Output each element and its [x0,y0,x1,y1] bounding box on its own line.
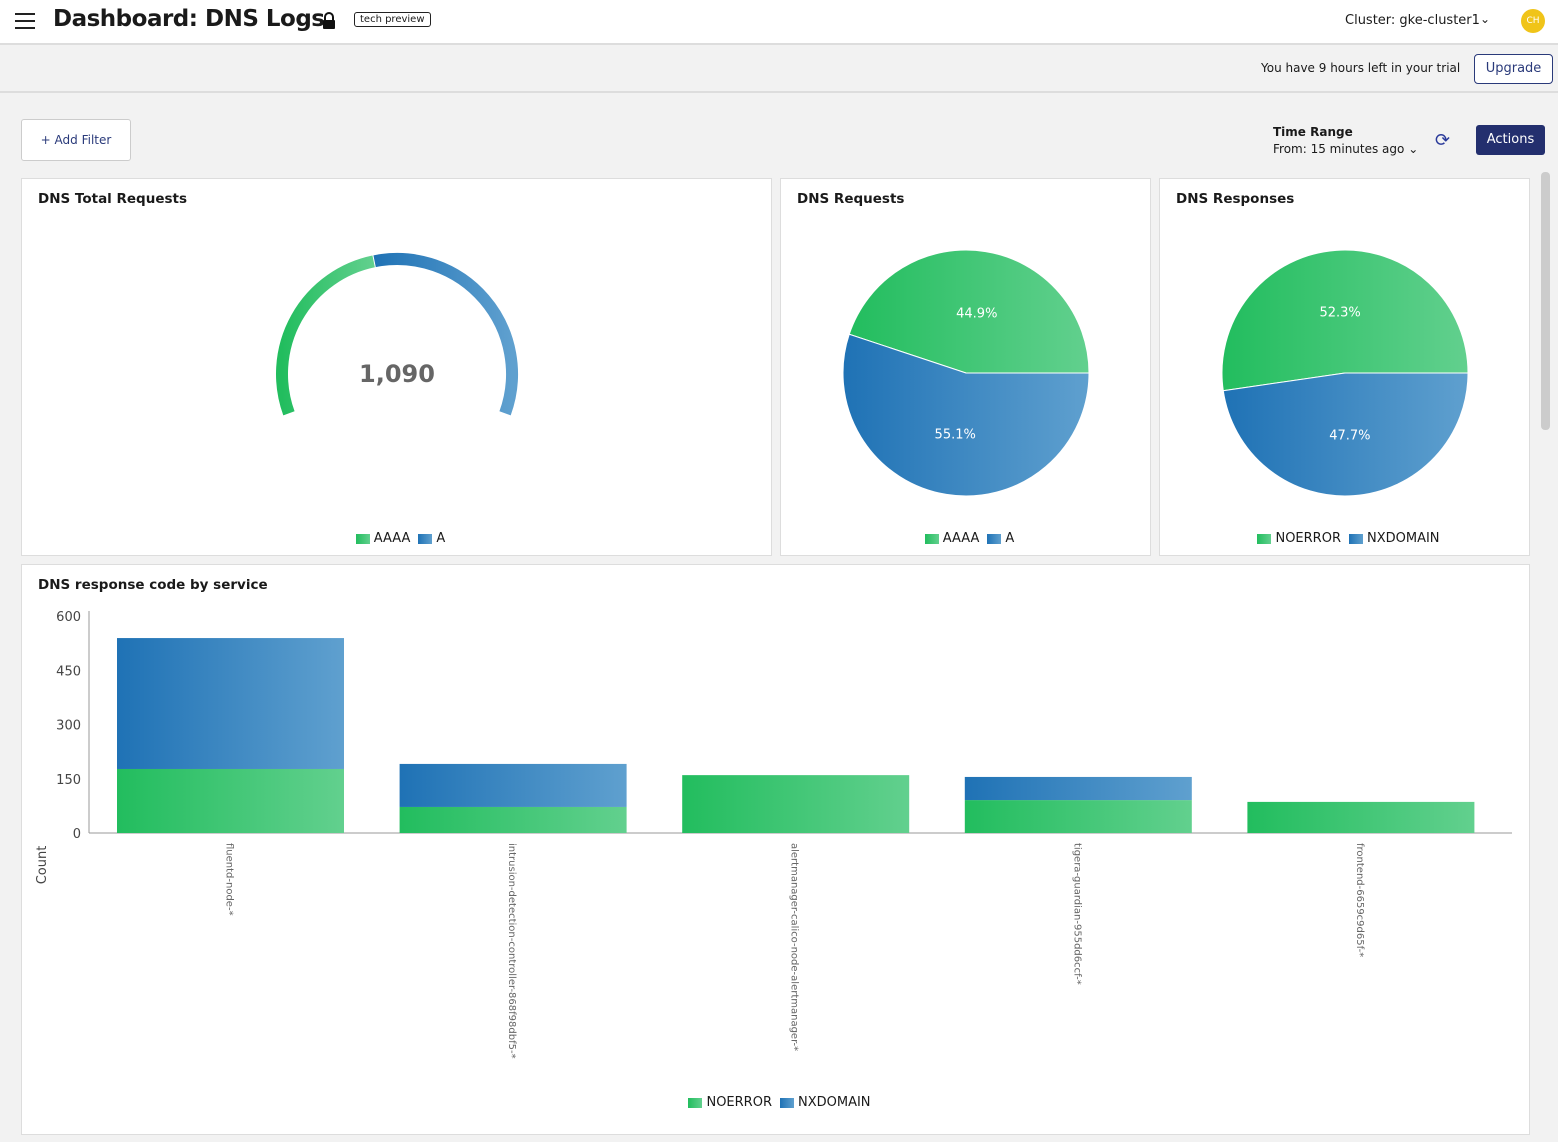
pie-slice [1221,249,1469,392]
y-tick-label: 300 [56,719,81,734]
legend: NOERROR NXDOMAIN [1160,531,1529,546]
x-tick-label: alertmanager-calico-node-alertmanager-* [789,843,800,1051]
legend-swatch-green [924,533,939,544]
trial-banner: You have 9 hours left in your trial Upgr… [0,45,1558,93]
pie-chart: 52.3% 47.7% [1221,249,1469,497]
hamburger-menu-icon[interactable] [15,13,35,29]
pie-label: 47.7% [1329,428,1370,443]
time-range-dropdown[interactable]: From: 15 minutes ago ⌄ [1273,142,1419,156]
bar-noerror [964,800,1192,833]
y-tick-label: 600 [56,610,81,625]
avatar[interactable]: CH [1521,9,1545,33]
page-title: Dashboard: DNS Logs [53,6,325,32]
legend-swatch-blue [1348,533,1363,544]
legend-label: NOERROR [1275,531,1341,546]
actions-button[interactable]: Actions [1476,125,1545,155]
x-tick-label: intrusion-detection-controller-868f98dbf… [506,843,517,1059]
response-code-by-service-card: DNS response code by service 0 150 300 450 6… [21,564,1530,1135]
top-bar: Dashboard: DNS Logs tech preview Cluster… [0,0,1558,45]
y-axis-label: Count [35,846,50,885]
legend-swatch-blue [779,1097,794,1108]
pie-chart: 44.9% 55.1% [842,249,1090,497]
bar-nxdomain [117,638,344,769]
legend-swatch-green [688,1097,703,1108]
card-title: DNS Requests [797,191,905,207]
add-filter-button[interactable]: + Add Filter [21,119,131,161]
x-tick-label: fluentd-node-* [224,843,235,916]
chevron-down-icon[interactable]: ⌄ [1480,12,1491,26]
lock-icon [323,12,335,29]
legend-swatch-green [355,533,370,544]
trial-text: You have 9 hours left in your trial [1261,61,1461,75]
upgrade-button[interactable]: Upgrade [1474,54,1553,84]
legend-label: NXDOMAIN [797,1095,871,1110]
x-tick-label: frontend-6659c9d65f-* [1354,843,1365,957]
pie-slice [842,333,1090,497]
pie-slice [1222,372,1469,497]
gauge-chart: 1,090 [276,253,518,416]
y-tick-label: 0 [73,827,81,842]
legend: AAAA A [22,531,771,546]
bar-noerror [117,768,344,833]
gauge-segment-aaaa [276,255,375,416]
bar-noerror [682,775,910,833]
legend-swatch-blue [987,533,1002,544]
x-tick-label: tigera-guardian-955dd6ccf-* [1071,843,1082,985]
time-range-value: From: 15 minutes ago [1273,142,1405,156]
dns-requests-card: DNS Requests 44.9% 55.1% AAAA A [780,178,1151,556]
bar-nxdomain [964,776,1192,801]
y-tick-label: 150 [56,773,81,788]
card-title: DNS Total Requests [38,191,188,207]
cluster-selector[interactable]: Cluster: gke-cluster1 [1345,13,1480,28]
card-title: DNS response code by service [38,577,268,593]
bar-chart: 0 150 300 450 600 Count fluentd-node-* intrusio… [35,610,1512,1059]
legend-label: NOERROR [706,1095,772,1110]
gauge-segment-a [373,253,518,416]
legend: NOERROR NXDOMAIN [22,1095,1529,1110]
dns-responses-card: DNS Responses 52.3% 47.7% NOERROR NXDOMAIN [1159,178,1530,556]
legend-label: NXDOMAIN [1366,531,1440,546]
gauge-value: 1,090 [359,360,435,388]
legend-label: AAAA [942,531,980,546]
bar-noerror [1247,801,1475,833]
legend-swatch-green [1257,533,1272,544]
pie-label: 44.9% [956,306,997,321]
legend: AAAA A [781,531,1150,546]
pie-label: 52.3% [1319,306,1360,321]
refresh-icon[interactable]: ⟳ [1435,130,1451,151]
bar-noerror [399,806,627,833]
legend-label: AAAA [373,531,411,546]
legend-swatch-blue [418,533,433,544]
pie-label: 55.1% [935,428,976,443]
time-range-label: Time Range [1273,125,1353,139]
legend-label: A [1005,531,1015,546]
pie-slice [848,249,1090,374]
bar-nxdomain [399,763,627,807]
card-title: DNS Responses [1176,191,1295,207]
tech-preview-badge: tech preview [354,12,431,27]
scrollbar[interactable] [1541,172,1550,430]
dns-total-requests-card: DNS Total Requests 1,090 AAAA A [21,178,772,556]
y-tick-label: 450 [56,664,81,679]
legend-label: A [436,531,446,546]
